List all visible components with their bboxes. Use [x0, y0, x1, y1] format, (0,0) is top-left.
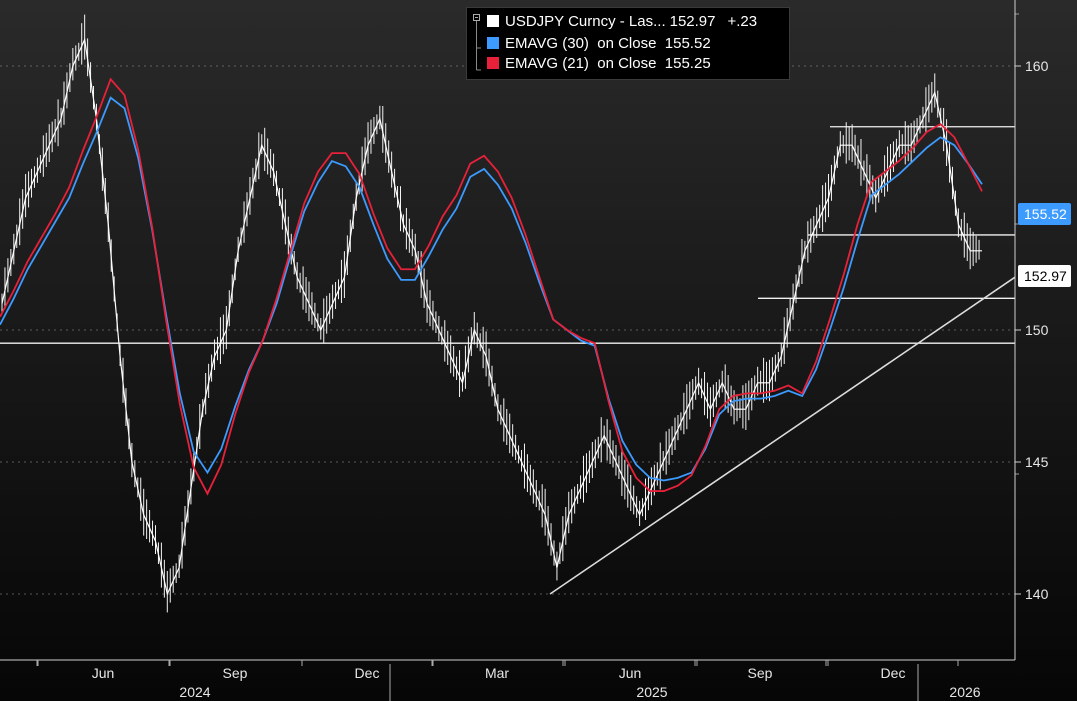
legend-usdjpy-change: +.23: [727, 12, 758, 30]
chart-legend: USDJPY Curncy - Las... 152.97 +.23 EMAVG…: [466, 7, 790, 80]
year-label: 2025: [636, 684, 667, 700]
legend-item-ema30[interactable]: EMAVG (30) on Close 155.52: [487, 33, 711, 53]
legend-ema30-on: on Close: [588, 34, 665, 52]
white-swatch-icon: [487, 15, 499, 27]
red-swatch-icon: [487, 57, 499, 69]
legend-item-ema21[interactable]: EMAVG (21) on Close 155.25: [487, 53, 711, 73]
trendline: [549, 276, 1016, 595]
legend-usdjpy-name: USDJPY Curncy - Las...: [505, 12, 666, 30]
x-tick-label: Dec: [881, 665, 906, 681]
legend-item-usdjpy[interactable]: USDJPY Curncy - Las... 152.97 +.23: [487, 11, 757, 31]
x-tick-label: Jun: [619, 665, 642, 681]
ema21-line: [0, 77, 983, 496]
year-label: 2026: [949, 684, 980, 700]
y-tick-label: 145: [1025, 454, 1049, 470]
price-tag-last: 152.97: [1018, 265, 1071, 287]
x-tick-label: Sep: [748, 665, 773, 681]
ema30-line: [0, 96, 983, 482]
blue-swatch-icon: [487, 37, 499, 49]
legend-ema21-last: 155.25: [664, 54, 711, 72]
y-tick-label: 150: [1025, 322, 1049, 338]
y-tick-label: 140: [1025, 586, 1049, 602]
legend-ema21-name: EMAVG (21): [505, 54, 589, 72]
x-tick-label: Mar: [485, 665, 509, 681]
legend-usdjpy-last: 152.97: [669, 12, 716, 30]
legend-ema30-name: EMAVG (30): [505, 34, 589, 52]
x-tick-label: Sep: [223, 665, 248, 681]
price-tag-ema30: 155.52: [1018, 203, 1071, 225]
price-line: [1, 37, 982, 596]
legend-ema21-on: on Close: [588, 54, 665, 72]
year-label: 2024: [179, 684, 210, 700]
x-tick-label: Jun: [92, 665, 115, 681]
y-tick-label: 160: [1025, 58, 1049, 74]
x-tick-label: Dec: [355, 665, 380, 681]
legend-tree-icon[interactable]: [473, 14, 481, 74]
legend-ema30-last: 155.52: [664, 34, 711, 52]
